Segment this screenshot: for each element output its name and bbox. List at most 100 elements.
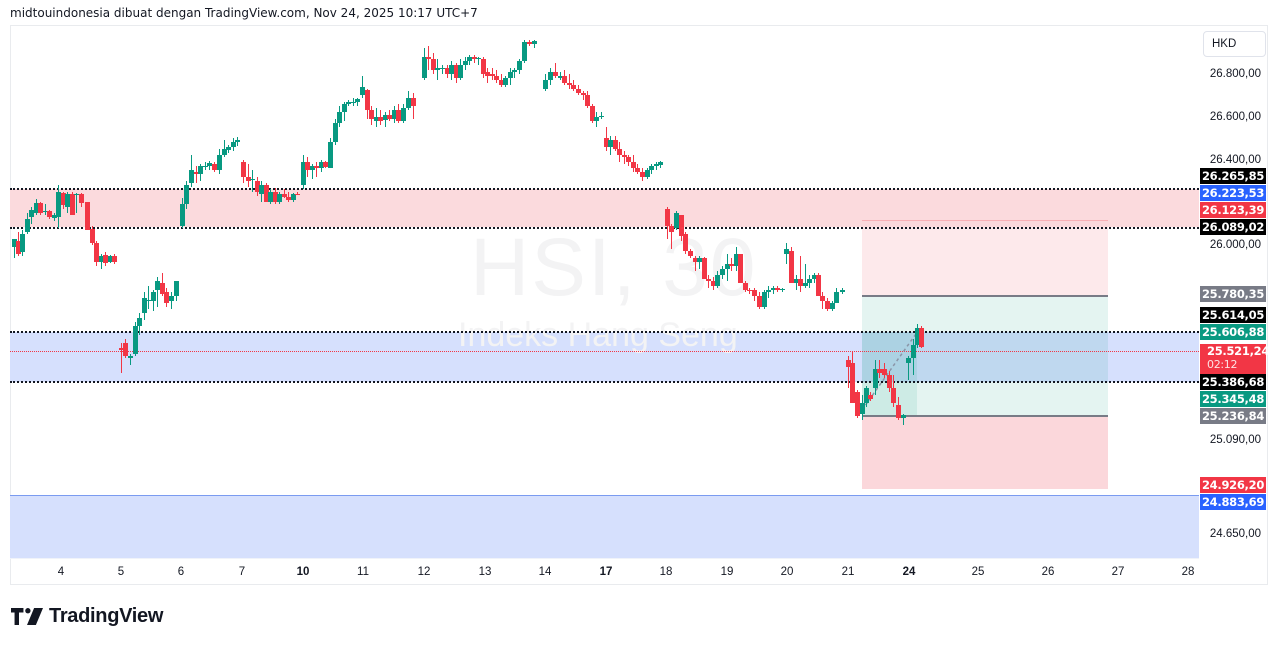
resistance-bottom-line[interactable] (10, 227, 1199, 229)
time-tick-label: 25 (971, 566, 985, 578)
candle-body (231, 142, 236, 147)
candle-wick (822, 292, 823, 310)
candle-wick (569, 74, 570, 89)
candle-body (757, 296, 762, 307)
candle-body (850, 362, 855, 404)
price-badge: 24.883,69 (1200, 494, 1266, 510)
candle-body (108, 255, 113, 263)
candle-body (291, 193, 296, 201)
candle-body (702, 257, 707, 280)
candle-body (16, 240, 21, 254)
time-tick-label: 18 (659, 566, 673, 578)
candle-body (273, 191, 278, 203)
position-stop-zone[interactable] (862, 415, 1108, 489)
chart-plot-area[interactable]: HSI, 30 Indeks Hang Seng (10, 26, 1199, 558)
candle-wick (478, 56, 479, 66)
candle-wick (695, 255, 696, 271)
candle-body (794, 279, 799, 284)
candle-body (711, 281, 716, 286)
candle-body (571, 84, 576, 89)
price-badge: 25.386,68 (1200, 374, 1266, 390)
candle-body (485, 71, 490, 77)
candle-body (198, 165, 203, 175)
candle-body (70, 193, 75, 216)
candle-body (328, 142, 333, 169)
candle-body (146, 299, 151, 301)
candle-body (812, 274, 817, 280)
candle-body (467, 56, 472, 62)
position-upper-zone[interactable] (862, 220, 1108, 296)
candle-body (919, 328, 924, 348)
candle-body (43, 210, 48, 213)
candle-body (576, 88, 581, 94)
candle-wick (534, 39, 535, 49)
candle-body (517, 61, 522, 70)
candle-body (217, 155, 222, 171)
candle-body (351, 101, 356, 104)
candle-body (250, 178, 255, 181)
candle-body (738, 253, 743, 284)
candle-body (164, 292, 169, 303)
candle-body (901, 414, 906, 419)
candle-body (426, 56, 431, 60)
support-top-line[interactable] (10, 331, 1199, 333)
candle-body (640, 172, 645, 177)
candle-body (674, 212, 679, 228)
candle-body (697, 257, 702, 263)
price-badge: 25.236,84 (1200, 408, 1266, 424)
candle-body (617, 148, 622, 156)
time-axis[interactable]: 4 5 6 7 10 11 12 13 14 17 18 19 20 21 24 25 26 27 28 (10, 558, 1199, 585)
candle-wick (153, 289, 154, 312)
time-tick-label: 5 (117, 566, 125, 578)
time-tick-label: 12 (417, 566, 431, 578)
time-tick-label: 11 (357, 566, 369, 578)
candle-body (649, 165, 654, 171)
candle-wick (514, 67, 515, 79)
candle-body (635, 168, 640, 173)
candle-wick (45, 204, 46, 216)
price-tick-label: 25.090,00 (1209, 433, 1261, 446)
candle-body (553, 71, 558, 77)
candle-wick (474, 54, 475, 64)
support-bottom-line[interactable] (10, 381, 1199, 383)
candle-body (631, 161, 636, 169)
time-tick-label: 21 (841, 566, 855, 578)
price-badge-value: 25.614,05 (1201, 308, 1265, 322)
resistance-top-line[interactable] (10, 188, 1199, 190)
time-tick-label: 13 (478, 566, 492, 578)
time-tick-label: 7 (238, 566, 246, 578)
candle-body (747, 289, 752, 292)
currency-selector[interactable]: HKD (1203, 31, 1266, 57)
tradingview-logo[interactable]: TradingView (11, 605, 163, 628)
price-tick-label: 26.000,00 (1209, 239, 1261, 251)
candle-body (85, 202, 90, 231)
candle-body (499, 80, 504, 85)
price-badge: 25.780,35 (1200, 286, 1266, 302)
candle-body (295, 193, 300, 196)
candle-body (915, 328, 920, 346)
candle-body (160, 283, 165, 295)
candle-body (798, 279, 803, 286)
candle-wick (76, 192, 77, 213)
price-badge-value: 26.265,85 (1201, 169, 1265, 183)
candle-wick (442, 65, 443, 74)
tradingview-brand: TradingView (49, 605, 164, 627)
candle-body (387, 114, 392, 119)
candle-body (508, 71, 513, 79)
candle-body (887, 375, 892, 389)
candle-body (581, 93, 586, 96)
candle-body (481, 59, 486, 74)
candle-body (693, 257, 698, 263)
candle-body (169, 296, 174, 301)
price-badge-value: 26.089,02 (1201, 220, 1265, 234)
candle-body (752, 289, 757, 297)
candle-body (123, 343, 128, 357)
price-badge: 24.926,20 (1200, 477, 1266, 493)
position-target-zone[interactable] (862, 295, 1108, 417)
candle-body (645, 170, 650, 177)
candle-body (725, 264, 730, 269)
candle-body (463, 61, 468, 66)
candle-body (860, 403, 865, 414)
candle-body (207, 162, 212, 166)
candle-body (383, 114, 388, 120)
